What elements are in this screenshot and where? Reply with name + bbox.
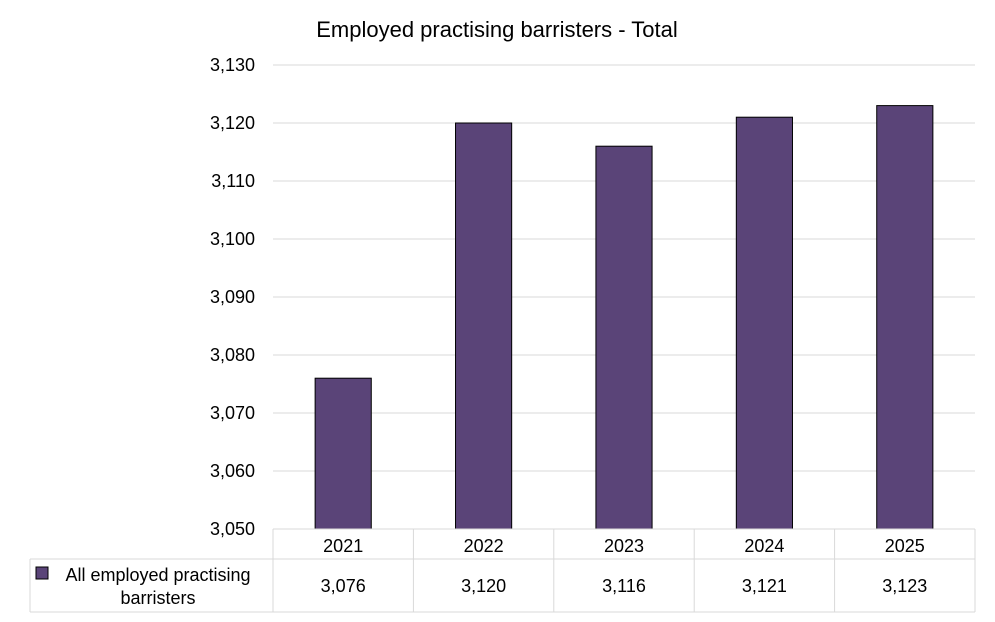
bar-2022 xyxy=(455,122,513,530)
y-tick-label: 3,060 xyxy=(210,461,255,481)
data-table-borders xyxy=(29,528,976,613)
legend-key xyxy=(35,566,49,580)
data-table-value: 3,076 xyxy=(321,576,366,596)
y-tick-label: 3,130 xyxy=(210,55,255,75)
bar-2024 xyxy=(735,116,793,530)
data-table-category-labels: 2021 2022 2023 2024 2025 xyxy=(323,536,925,556)
y-tick-label: 3,100 xyxy=(210,229,255,249)
x-category-label: 2025 xyxy=(885,536,925,556)
data-table-value: 3,121 xyxy=(742,576,787,596)
bar-2021 xyxy=(314,377,372,530)
y-tick-label: 3,110 xyxy=(211,171,255,191)
chart-title: Employed practising barristers - Total xyxy=(316,17,678,42)
x-category-label: 2023 xyxy=(604,536,644,556)
y-tick-label: 3,050 xyxy=(210,519,255,539)
data-table: 2021 2022 2023 2024 2025 3,076 3,120 3,116 3,12… xyxy=(29,528,976,613)
x-category-label: 2024 xyxy=(744,536,784,556)
x-category-label: 2021 xyxy=(323,536,363,556)
legend-label-line-2: barristers xyxy=(120,588,195,608)
bar-2025 xyxy=(876,105,934,530)
data-table-values: 3,076 3,120 3,116 3,121 3,123 xyxy=(321,576,928,596)
data-table-value: 3,123 xyxy=(882,576,927,596)
data-table-value: 3,120 xyxy=(461,576,506,596)
y-axis-tick-labels: 3,050 3,060 3,070 3,080 3,090 3,100 3,110 3,120… xyxy=(210,55,255,539)
bar-2023 xyxy=(595,145,653,530)
y-tick-label: 3,080 xyxy=(210,345,255,365)
data-table-value: 3,116 xyxy=(602,576,646,596)
bars xyxy=(314,105,934,530)
x-category-label: 2022 xyxy=(464,536,504,556)
y-tick-label: 3,120 xyxy=(210,113,255,133)
legend-label-line-1: All employed practising xyxy=(65,565,250,585)
y-tick-label: 3,070 xyxy=(210,403,255,423)
y-tick-label: 3,090 xyxy=(210,287,255,307)
